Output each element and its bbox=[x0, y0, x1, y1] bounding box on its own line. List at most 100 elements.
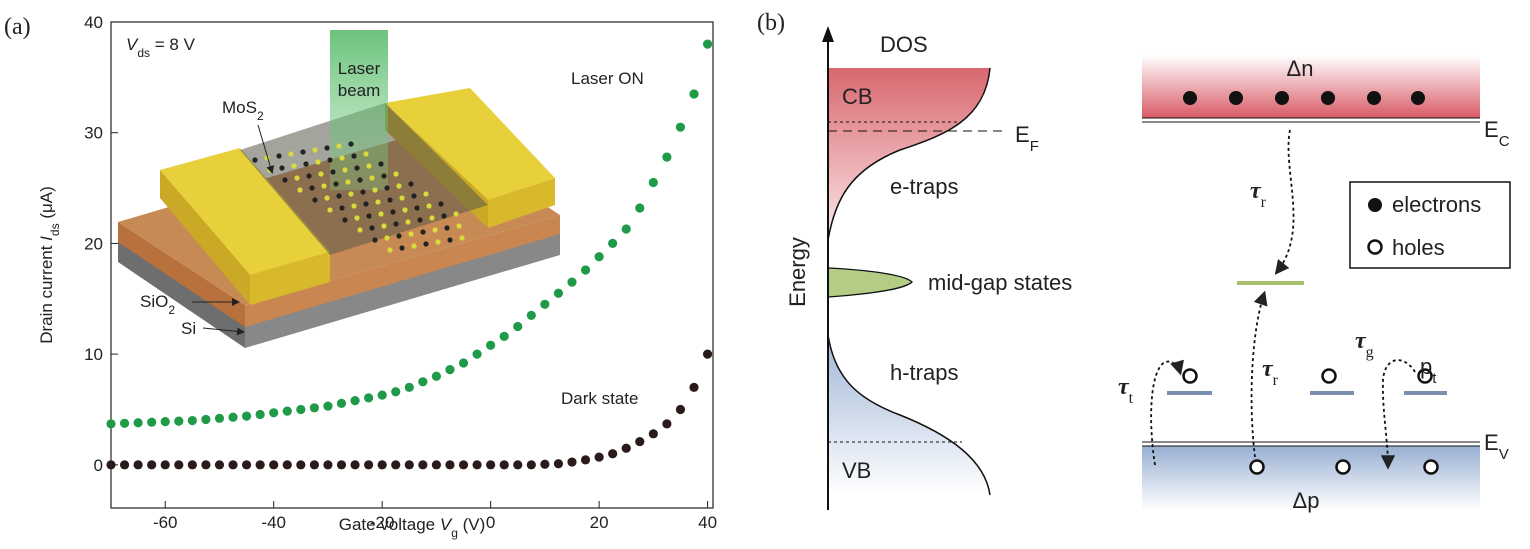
vb-band bbox=[1142, 446, 1480, 510]
lattice-atom bbox=[330, 169, 336, 175]
cb-label: CB bbox=[842, 84, 873, 109]
lattice-atom bbox=[333, 181, 339, 187]
data-point bbox=[241, 460, 252, 470]
lattice-atom bbox=[348, 141, 354, 147]
data-point bbox=[377, 390, 387, 400]
data-point bbox=[567, 457, 577, 467]
panel-label: (a) bbox=[4, 14, 31, 40]
data-point bbox=[702, 349, 713, 359]
lattice-atom bbox=[354, 215, 360, 221]
ec-label: EC bbox=[1484, 117, 1510, 150]
laser-beam-label: Laser bbox=[338, 59, 381, 78]
data-point bbox=[336, 460, 347, 470]
lattice-atom bbox=[447, 237, 453, 243]
data-point bbox=[445, 365, 455, 375]
lattice-atom bbox=[381, 223, 387, 229]
data-point bbox=[486, 460, 496, 470]
data-point bbox=[106, 460, 116, 470]
lattice-atom bbox=[342, 217, 348, 223]
lattice-atom bbox=[396, 233, 402, 239]
data-point bbox=[635, 436, 645, 447]
lattice-atom bbox=[408, 231, 414, 237]
lattice-atom bbox=[369, 225, 375, 231]
data-point bbox=[662, 419, 672, 429]
data-point bbox=[486, 340, 496, 350]
cb-band bbox=[1142, 55, 1480, 118]
lattice-atom bbox=[282, 177, 288, 183]
data-point bbox=[296, 404, 306, 415]
data-point bbox=[309, 403, 319, 413]
mid-gap-dos bbox=[827, 267, 913, 298]
data-point bbox=[269, 460, 279, 470]
data-point bbox=[594, 452, 604, 462]
x-tick-label: 20 bbox=[590, 513, 609, 532]
mos2-lattice bbox=[252, 141, 465, 253]
plot-frame bbox=[110, 21, 714, 509]
e-traps-label: e-traps bbox=[890, 174, 958, 199]
tau-label: τr bbox=[1262, 356, 1279, 389]
data-point bbox=[404, 460, 414, 470]
data-point bbox=[608, 238, 618, 249]
lattice-atom bbox=[444, 225, 450, 231]
data-point bbox=[323, 401, 333, 411]
data-point bbox=[350, 460, 360, 470]
lattice-atom bbox=[426, 203, 432, 209]
data-point bbox=[201, 414, 211, 425]
lattice-atom bbox=[387, 247, 393, 253]
y-tick-label: 40 bbox=[84, 13, 103, 32]
mos2-arrow bbox=[257, 124, 275, 174]
data-point bbox=[282, 460, 292, 470]
data-point bbox=[594, 252, 604, 262]
pt-label: pt bbox=[1420, 354, 1437, 387]
laser-beam-label: beam bbox=[338, 81, 381, 100]
lattice-atom bbox=[393, 171, 399, 177]
data-point bbox=[282, 406, 292, 416]
data-point bbox=[702, 39, 713, 49]
energy-label: Energy bbox=[785, 237, 810, 307]
vds-label: Vds = 8 V bbox=[126, 35, 196, 60]
y-axis-label: Drain current Ids (μA) bbox=[37, 186, 62, 344]
x-tick-label: -40 bbox=[261, 513, 286, 532]
ev-label: EV bbox=[1484, 430, 1509, 463]
lattice-atom bbox=[288, 151, 294, 157]
lattice-atom bbox=[417, 217, 423, 223]
lattice-atom bbox=[459, 235, 465, 241]
lattice-atom bbox=[405, 219, 411, 225]
data-point bbox=[404, 382, 414, 392]
data-point bbox=[228, 412, 238, 422]
lattice-atom bbox=[303, 161, 309, 167]
lattice-atom bbox=[315, 159, 321, 165]
tau-label: τr bbox=[1250, 178, 1267, 211]
data-point bbox=[255, 460, 265, 470]
legend-electron bbox=[1368, 198, 1382, 212]
data-point bbox=[133, 418, 143, 428]
lattice-atom bbox=[291, 163, 297, 169]
data-point bbox=[621, 224, 631, 234]
lattice-atom bbox=[363, 151, 369, 157]
data-point bbox=[418, 460, 428, 470]
lattice-atom bbox=[372, 187, 378, 193]
points bbox=[106, 39, 713, 470]
series-label: Laser ON bbox=[571, 69, 644, 88]
lattice-atom bbox=[345, 179, 351, 185]
lattice-atom bbox=[390, 209, 396, 215]
lattice-atom bbox=[342, 167, 348, 173]
lattice-atom bbox=[312, 197, 318, 203]
sio2-label: SiO2 bbox=[140, 292, 175, 317]
data-point bbox=[377, 460, 387, 470]
data-point bbox=[431, 460, 442, 470]
lattice-atom bbox=[441, 213, 447, 219]
data-point bbox=[689, 89, 699, 99]
lattice-atom bbox=[363, 201, 369, 207]
data-point bbox=[621, 443, 631, 453]
lattice-atom bbox=[324, 145, 330, 151]
data-point bbox=[580, 455, 591, 465]
lattice-atom bbox=[387, 197, 393, 203]
data-point bbox=[174, 460, 184, 470]
x-tick-label: 40 bbox=[698, 513, 717, 532]
data-point bbox=[133, 460, 143, 470]
si-label: Si bbox=[181, 319, 196, 338]
lattice-atom bbox=[408, 181, 414, 187]
electrons bbox=[1183, 91, 1425, 105]
